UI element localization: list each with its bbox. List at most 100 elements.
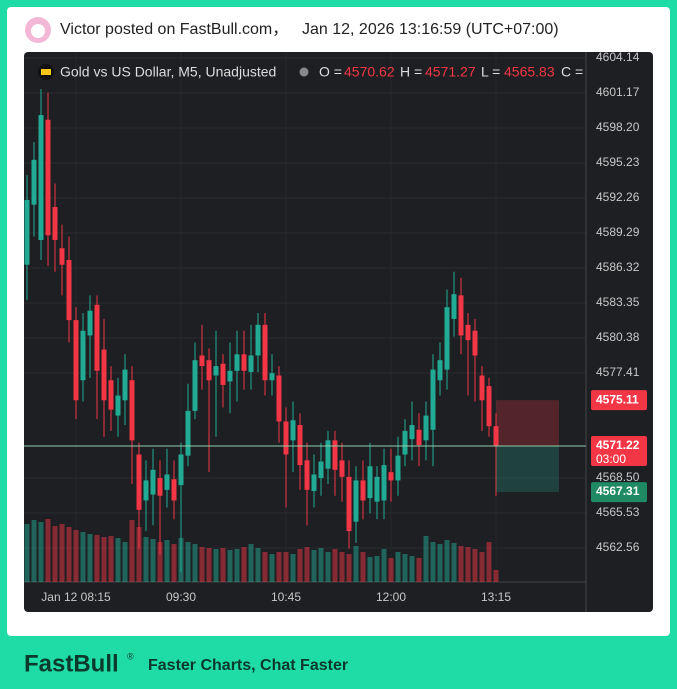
volume-bar [129,520,135,582]
candle-body [304,460,310,490]
candle-body [185,410,191,456]
volume-bar [311,550,317,582]
candle-body [311,474,317,492]
candle-body [192,360,198,411]
candle-body [248,355,254,372]
volume-bar [115,538,121,582]
volume-bar [52,526,58,582]
volume-bar [360,552,366,582]
candle-body [465,324,471,341]
timestamp: Jan 12, 2026 13:16:59 (UTC+07:00) [302,21,559,38]
candle-body [94,304,100,371]
candle-body [59,248,65,265]
volume-bar [304,547,310,582]
candle-body [220,363,226,385]
candle-body [136,454,142,510]
volume-bar [444,540,450,582]
candle-body [73,320,79,401]
y-tick-label: 4604.14 [596,50,640,64]
candle-body [367,466,373,499]
candle-body [416,429,422,446]
volume-bar [150,539,156,582]
volume-bar [38,522,44,582]
candle-body [115,395,121,416]
candle-body [437,360,443,381]
candle-body [353,480,359,522]
candle-body [472,330,478,356]
candle-body [101,349,107,401]
upper-price-label-box [591,390,647,411]
plot: 4604.14 4601.17 4598.20 4595.23 4592.26 4589.… [24,50,647,612]
lower-price-label-box [591,482,647,503]
legend-label: O = [319,64,342,80]
y-tick-label: 4586.32 [596,260,640,274]
lower-price-label: 4567.31 [596,484,640,498]
candle-body [374,476,380,502]
volume-bar [199,547,205,582]
candle-body [325,440,331,469]
volume-bar [157,542,163,582]
upper-price-label: 4575.11 [596,392,639,406]
volume-bar [73,530,79,582]
last-price-label-box [591,435,647,466]
candle-body [52,206,58,240]
volume-bar [367,557,373,582]
volume-bar [353,546,359,582]
volume-bar [87,534,93,582]
volume-bar [395,552,401,582]
candle-body [122,369,128,401]
candle-body [24,199,30,265]
volume-bar [437,544,443,582]
volume-bar [374,556,380,582]
candle-body [87,310,93,336]
volume-bar [430,542,436,582]
volume-bar [206,548,212,582]
y-tick-label: 4568.50 [596,470,640,484]
volume-bar [486,542,492,582]
candle-body [360,480,366,501]
brand: FastBull [24,650,119,677]
volume-bar [255,548,261,582]
volume-bar [24,524,30,582]
x-tick-label: 10:45 [271,590,301,604]
volume-bar [381,549,387,582]
legend-value: 4565.83 [504,64,555,80]
status-dot [299,67,309,77]
candle-body [346,476,352,532]
volume-bar [31,520,37,582]
candle-body [332,440,338,470]
volume-bar [276,552,282,582]
candle-body [171,479,177,501]
symbol-icon-bars [41,69,51,75]
candle-body [227,370,233,382]
candle-body [451,294,457,319]
candle-body [262,324,268,381]
candle-body [479,375,485,401]
candle-body [493,426,499,447]
candle-body [381,465,387,501]
countdown: 03:00 [596,452,626,466]
candle-body [66,260,72,321]
volume-bar [465,547,471,582]
candle-body [234,354,240,371]
y-tick-label: 4580.38 [596,330,640,344]
candle-body [80,330,86,381]
y-tick-label: 4601.17 [596,85,640,99]
candle-body [430,369,436,430]
volume-bar [241,547,247,582]
volume-bar [339,552,345,582]
candle-body [150,469,156,495]
volume-bar [332,549,338,582]
x-tick-label: 12:00 [376,590,406,604]
candle-body [164,474,170,490]
volume-bar [171,544,177,582]
volume-bar [346,554,352,582]
candle-body [318,461,324,479]
volume-bar [493,570,499,582]
volume-bar [458,546,464,582]
position-loss-zone [496,400,559,446]
volume-bar [451,543,457,582]
candle-body [241,354,247,371]
y-tick-label: 4595.23 [596,155,640,169]
legend-label: H = [400,64,422,80]
